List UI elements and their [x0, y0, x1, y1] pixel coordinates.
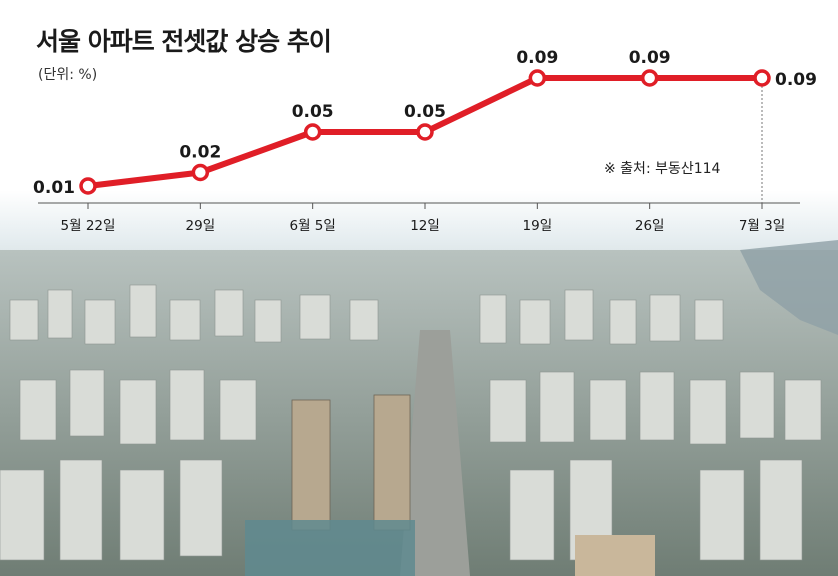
source-note: ※ 출처: 부동산114: [604, 161, 721, 177]
data-value-label: 0.05: [292, 102, 334, 122]
data-point-marker: [191, 163, 210, 182]
unit-note: (단위: %): [38, 67, 98, 83]
data-value-label: 0.02: [179, 143, 221, 163]
chart-title: 서울 아파트 전셋값 상승 추이: [36, 27, 332, 56]
data-value-label: 0.01: [33, 178, 75, 198]
x-tick-label: 5월 22일: [61, 218, 116, 234]
data-point-marker: [303, 123, 322, 141]
data-point-marker: [640, 69, 659, 87]
data-point-marker: [753, 69, 771, 87]
x-tick-label: 26일: [635, 218, 665, 234]
x-tick-label: 7월 3일: [739, 218, 785, 234]
data-value-label: 0.09: [516, 48, 558, 68]
data-point-marker: [416, 123, 434, 141]
data-point-marker: [79, 177, 97, 195]
x-tick-label: 6월 5일: [290, 218, 336, 234]
data-value-label: 0.09: [629, 48, 671, 68]
data-point-marker: [528, 69, 547, 87]
x-tick-label: 19일: [523, 218, 553, 234]
data-value-label: 0.09: [775, 70, 817, 90]
data-value-label: 0.05: [404, 102, 446, 122]
x-tick-label: 12일: [410, 218, 440, 234]
x-tick-label: 29일: [186, 218, 216, 234]
